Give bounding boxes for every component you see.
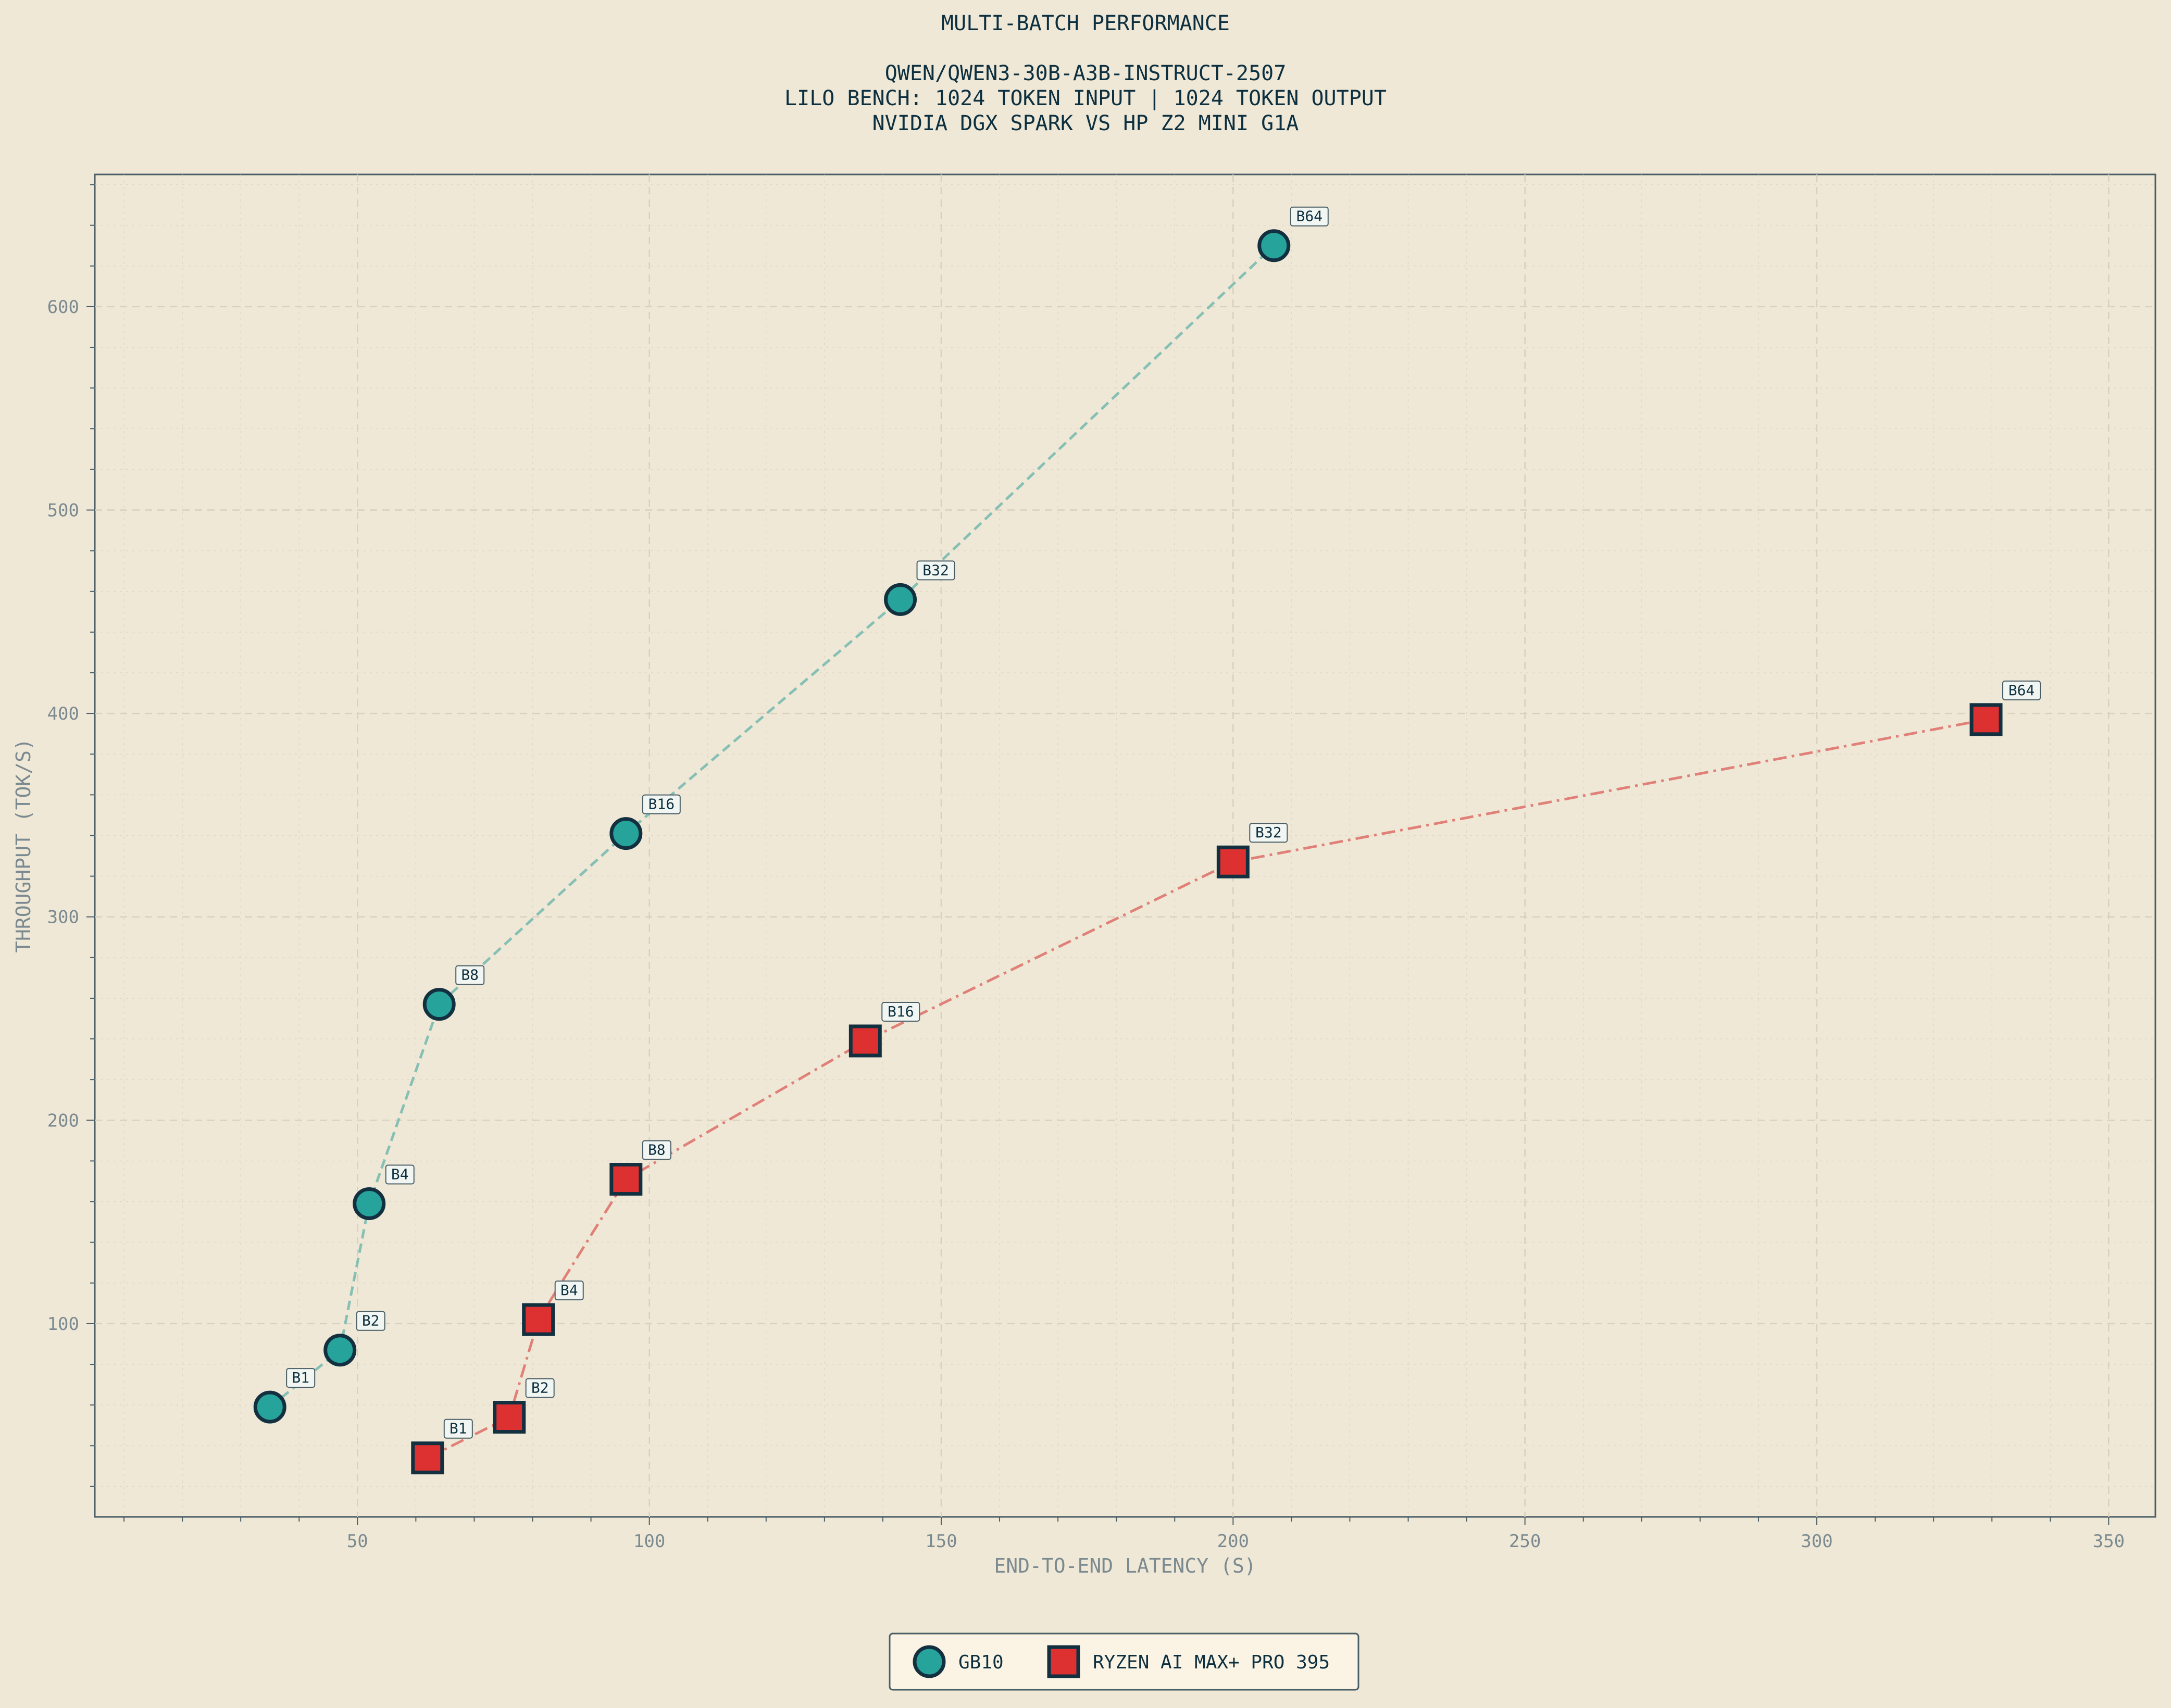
gb10-data-label: B2 [362, 1312, 380, 1329]
gb10-data-label: B16 [648, 796, 675, 813]
ryzen-label-box [554, 1280, 584, 1301]
ryzen-label-box [525, 1378, 555, 1398]
y-tick-label: 400 [47, 704, 79, 724]
ryzen-label-box [881, 1001, 920, 1022]
ryzen-label-box [1249, 823, 1288, 843]
ryzen-data-label: B32 [1255, 824, 1282, 841]
ryzen-label-box [443, 1418, 473, 1439]
chart-subtitle-line-2: LILO BENCH: 1024 TOKEN INPUT | 1024 TOKE… [784, 86, 1387, 110]
gb10-point-b8 [422, 988, 456, 1021]
ryzen-point-b4 [522, 1303, 555, 1336]
x-axis-label: END-TO-END LATENCY (S) [994, 1554, 1256, 1577]
ryzen-data-label: B4 [560, 1282, 578, 1299]
gb10-label-box [916, 560, 955, 581]
x-tick-label: 300 [1801, 1531, 1832, 1552]
grid-layer [95, 174, 2155, 1517]
legend-ryzen-marker [1047, 1645, 1080, 1678]
ryzen-data-label: B1 [450, 1420, 467, 1437]
ryzen-point-b1 [411, 1441, 444, 1475]
ryzen-data-label: B64 [2008, 682, 2035, 699]
y-axis-label: THROUGHPUT (TOK/S) [12, 738, 35, 953]
gb10-point-b4 [353, 1187, 386, 1220]
ryzen-point-b32 [1216, 845, 1250, 878]
legend-box [889, 1632, 1359, 1691]
gb10-data-label: B1 [292, 1369, 309, 1386]
y-tick-label: 200 [47, 1110, 79, 1131]
x-tick-label: 100 [633, 1531, 665, 1552]
y-tick-label: 500 [47, 500, 79, 521]
y-tick-label: 100 [47, 1314, 79, 1335]
ryzen-point-b16 [849, 1024, 882, 1058]
gb10-label-box [385, 1164, 415, 1185]
plot-area [94, 173, 2156, 1518]
gb10-point-b2 [323, 1334, 357, 1367]
ryzen-data-label: B2 [531, 1379, 549, 1397]
gb10-data-label: B8 [461, 966, 479, 984]
ryzen-data-label: B8 [648, 1141, 666, 1159]
ryzen-point-b2 [493, 1401, 526, 1434]
chart-subtitle-line-3: NVIDIA DGX SPARK VS HP Z2 MINI G1A [872, 111, 1299, 135]
gb10-data-label: B64 [1296, 208, 1322, 225]
series-gb10: B1 B2 B4 B8 B16 B32 B64 [253, 206, 1329, 1424]
gb10-point-b64 [1257, 229, 1291, 262]
gb10-label-box [642, 794, 681, 814]
y-tick-label: 600 [47, 297, 79, 318]
legend-ryzen-label: RYZEN AI MAX+ PRO 395 [1093, 1652, 1330, 1673]
ryzen-point-b64 [1969, 703, 2003, 736]
gb10-data-label: B4 [391, 1165, 409, 1183]
x-tick-label: 250 [1509, 1531, 1541, 1552]
y-tick-label: 300 [47, 907, 79, 928]
legend-gb10-label: GB10 [958, 1652, 1004, 1673]
gb10-point-b1 [253, 1390, 286, 1424]
ryzen-label-box [642, 1140, 671, 1160]
series-layer: B1 B2 B4 B8 B16 B32 B64 B1 B2 B4 B8 B16 B32 B64 [253, 206, 2041, 1475]
ryzen-label-box [2002, 680, 2041, 700]
gb10-label-box [455, 965, 485, 985]
gb10-label-box [356, 1311, 385, 1331]
gb10-point-b32 [884, 583, 917, 616]
title-group: MULTI-BATCH PERFORMANCE QWEN/QWEN3-30B-A… [784, 11, 1387, 135]
gb10-label-box [286, 1368, 316, 1388]
gb10-data-label: B32 [922, 561, 949, 579]
x-tick-label: 150 [925, 1531, 957, 1552]
x-tick-label: 350 [2093, 1531, 2125, 1552]
axis-layer: 50 100 150 200 250 300 350 100 200 300 400 500 600 [47, 184, 2125, 1552]
x-tick-label: 200 [1217, 1531, 1249, 1552]
series-ryzen: B1 B2 B4 B8 B16 B32 B64 [411, 680, 2041, 1475]
ryzen-data-label: B16 [888, 1003, 914, 1020]
ryzen-point-b8 [609, 1163, 643, 1196]
legend-gb10-marker [913, 1645, 946, 1678]
x-tick-label: 50 [347, 1531, 368, 1552]
gb10-label-box [1290, 206, 1329, 227]
chart-title: MULTI-BATCH PERFORMANCE [941, 11, 1230, 35]
legend: GB10 RYZEN AI MAX+ PRO 395 [889, 1632, 1359, 1691]
gb10-point-b16 [609, 817, 643, 850]
chart-subtitle-line-1: QWEN/QWEN3-30B-A3B-INSTRUCT-2507 [885, 61, 1287, 85]
